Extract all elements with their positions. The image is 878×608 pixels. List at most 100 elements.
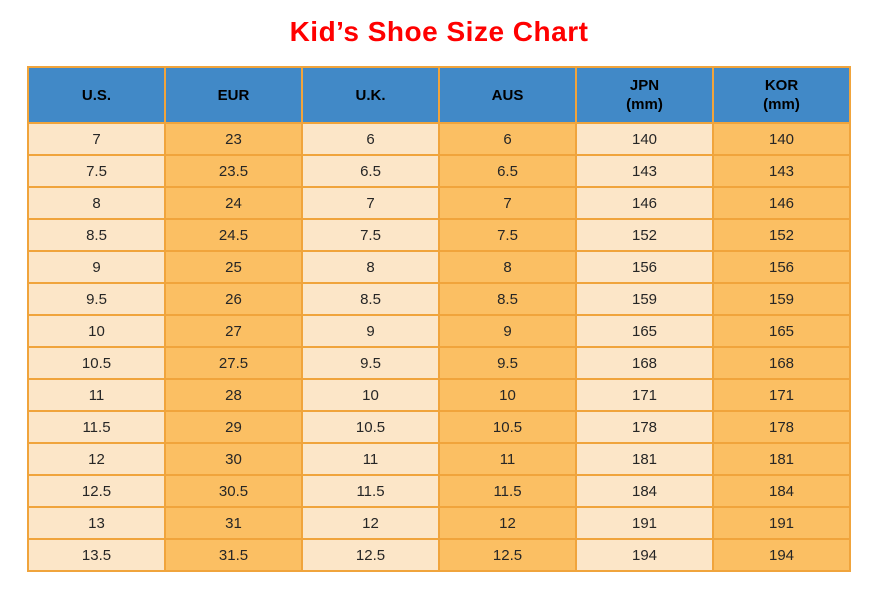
column-label: KOR [764, 77, 799, 94]
cell-kor: 159 [712, 282, 851, 316]
cell-jpn: 146 [575, 186, 714, 220]
cell-uk: 7.5 [301, 218, 440, 252]
cell-kor: 191 [712, 506, 851, 540]
cell-eur: 24.5 [164, 218, 303, 252]
table-header: U.S. EUR U.K. AUS JPN (mm) KOR (mm) [27, 66, 851, 124]
cell-uk: 10.5 [301, 410, 440, 444]
cell-aus: 8.5 [438, 282, 577, 316]
cell-jpn: 143 [575, 154, 714, 188]
cell-uk: 9.5 [301, 346, 440, 380]
cell-eur: 24 [164, 186, 303, 220]
table-row: 13.5 31.5 12.5 12.5 194 194 [27, 538, 851, 572]
table-row: 12.5 30.5 11.5 11.5 184 184 [27, 474, 851, 508]
cell-aus: 7 [438, 186, 577, 220]
cell-jpn: 156 [575, 250, 714, 284]
cell-us: 12 [27, 442, 166, 476]
cell-us: 13.5 [27, 538, 166, 572]
table-row: 13 31 12 12 191 191 [27, 506, 851, 540]
column-sublabel: (mm) [763, 96, 800, 113]
cell-kor: 168 [712, 346, 851, 380]
column-label: JPN [629, 77, 660, 94]
page-title: Kid’s Shoe Size Chart [289, 16, 589, 47]
cell-kor: 165 [712, 314, 851, 348]
cell-aus: 11.5 [438, 474, 577, 508]
cell-uk: 6.5 [301, 154, 440, 188]
column-label: U.S. [81, 86, 112, 104]
cell-eur: 28 [164, 378, 303, 412]
cell-us: 8 [27, 186, 166, 220]
cell-jpn: 171 [575, 378, 714, 412]
cell-kor: 140 [712, 122, 851, 156]
cell-eur: 27.5 [164, 346, 303, 380]
cell-eur: 23.5 [164, 154, 303, 188]
cell-kor: 143 [712, 154, 851, 188]
cell-jpn: 184 [575, 474, 714, 508]
cell-us: 12.5 [27, 474, 166, 508]
cell-aus: 12 [438, 506, 577, 540]
cell-eur: 31.5 [164, 538, 303, 572]
cell-eur: 30.5 [164, 474, 303, 508]
cell-jpn: 159 [575, 282, 714, 316]
cell-us: 9.5 [27, 282, 166, 316]
cell-uk: 11 [301, 442, 440, 476]
cell-us: 7.5 [27, 154, 166, 188]
cell-uk: 9 [301, 314, 440, 348]
cell-us: 9 [27, 250, 166, 284]
table-row: 10.5 27.5 9.5 9.5 168 168 [27, 346, 851, 380]
cell-jpn: 168 [575, 346, 714, 380]
column-label: U.K. [355, 86, 386, 104]
cell-us: 10.5 [27, 346, 166, 380]
column-header-eur: EUR [164, 66, 303, 124]
cell-kor: 156 [712, 250, 851, 284]
cell-jpn: 181 [575, 442, 714, 476]
cell-aus: 10.5 [438, 410, 577, 444]
cell-eur: 25 [164, 250, 303, 284]
table-row: 12 30 11 11 181 181 [27, 442, 851, 476]
cell-uk: 6 [301, 122, 440, 156]
cell-eur: 31 [164, 506, 303, 540]
cell-uk: 12.5 [301, 538, 440, 572]
table-row: 11.5 29 10.5 10.5 178 178 [27, 410, 851, 444]
cell-uk: 8.5 [301, 282, 440, 316]
cell-jpn: 165 [575, 314, 714, 348]
table-row: 8.5 24.5 7.5 7.5 152 152 [27, 218, 851, 252]
cell-kor: 181 [712, 442, 851, 476]
cell-jpn: 178 [575, 410, 714, 444]
cell-aus: 9 [438, 314, 577, 348]
cell-us: 8.5 [27, 218, 166, 252]
cell-kor: 194 [712, 538, 851, 572]
cell-aus: 7.5 [438, 218, 577, 252]
column-header-aus: AUS [438, 66, 577, 124]
table-row: 7 23 6 6 140 140 [27, 122, 851, 156]
cell-uk: 10 [301, 378, 440, 412]
cell-kor: 171 [712, 378, 851, 412]
cell-uk: 7 [301, 186, 440, 220]
cell-jpn: 194 [575, 538, 714, 572]
table-row: 7.5 23.5 6.5 6.5 143 143 [27, 154, 851, 188]
cell-aus: 12.5 [438, 538, 577, 572]
column-header-uk: U.K. [301, 66, 440, 124]
cell-aus: 10 [438, 378, 577, 412]
cell-eur: 29 [164, 410, 303, 444]
cell-uk: 11.5 [301, 474, 440, 508]
table-row: 8 24 7 7 146 146 [27, 186, 851, 220]
table-row: 10 27 9 9 165 165 [27, 314, 851, 348]
cell-uk: 12 [301, 506, 440, 540]
cell-kor: 178 [712, 410, 851, 444]
table-row: 9 25 8 8 156 156 [27, 250, 851, 284]
cell-aus: 8 [438, 250, 577, 284]
cell-us: 13 [27, 506, 166, 540]
table-body: 7 23 6 6 140 140 7.5 23.5 6.5 6.5 143 143 8 24 7 7 146 14… [27, 122, 851, 572]
column-header-us: U.S. [27, 66, 166, 124]
column-label: AUS [491, 86, 524, 104]
cell-jpn: 152 [575, 218, 714, 252]
cell-jpn: 140 [575, 122, 714, 156]
cell-us: 10 [27, 314, 166, 348]
table-row: 11 28 10 10 171 171 [27, 378, 851, 412]
table-row: 9.5 26 8.5 8.5 159 159 [27, 282, 851, 316]
cell-aus: 6.5 [438, 154, 577, 188]
cell-us: 7 [27, 122, 166, 156]
cell-aus: 9.5 [438, 346, 577, 380]
header-row: U.S. EUR U.K. AUS JPN (mm) KOR (mm) [27, 66, 851, 124]
cell-kor: 146 [712, 186, 851, 220]
